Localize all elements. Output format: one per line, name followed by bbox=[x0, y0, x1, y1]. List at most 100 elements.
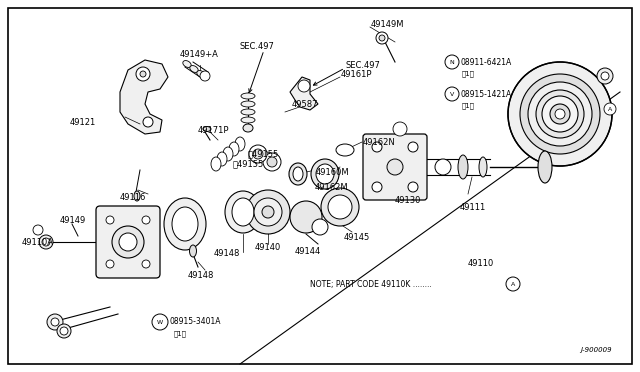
Ellipse shape bbox=[336, 144, 354, 156]
Circle shape bbox=[328, 195, 352, 219]
Ellipse shape bbox=[293, 167, 303, 181]
Circle shape bbox=[119, 233, 137, 251]
Text: V: V bbox=[450, 92, 454, 96]
Circle shape bbox=[39, 235, 53, 249]
Circle shape bbox=[263, 153, 281, 171]
Text: 49161P: 49161P bbox=[341, 70, 372, 78]
Text: 49587: 49587 bbox=[292, 99, 319, 109]
Circle shape bbox=[47, 314, 63, 330]
Text: 49149: 49149 bbox=[60, 215, 86, 224]
Circle shape bbox=[604, 103, 616, 115]
Circle shape bbox=[550, 104, 570, 124]
Ellipse shape bbox=[241, 101, 255, 107]
Text: 49145: 49145 bbox=[344, 232, 371, 241]
Ellipse shape bbox=[190, 65, 198, 73]
Text: 49149+A: 49149+A bbox=[180, 49, 219, 58]
Circle shape bbox=[42, 238, 50, 246]
Ellipse shape bbox=[538, 151, 552, 183]
Ellipse shape bbox=[241, 93, 255, 99]
Circle shape bbox=[33, 225, 43, 235]
Text: 49121: 49121 bbox=[70, 118, 96, 126]
Circle shape bbox=[536, 90, 584, 138]
Text: ⒵49155: ⒵49155 bbox=[233, 160, 264, 169]
Circle shape bbox=[508, 62, 612, 166]
Polygon shape bbox=[290, 77, 318, 110]
Text: 49148: 49148 bbox=[188, 272, 214, 280]
Circle shape bbox=[106, 216, 114, 224]
Text: A: A bbox=[511, 282, 515, 286]
Circle shape bbox=[542, 96, 578, 132]
Circle shape bbox=[312, 219, 328, 235]
Text: 49162M: 49162M bbox=[315, 183, 349, 192]
Ellipse shape bbox=[311, 159, 339, 189]
Circle shape bbox=[298, 80, 310, 92]
Text: （1）: （1） bbox=[462, 103, 475, 109]
Circle shape bbox=[142, 216, 150, 224]
Ellipse shape bbox=[223, 147, 233, 161]
Text: 08915-1421A: 08915-1421A bbox=[461, 90, 512, 99]
Circle shape bbox=[520, 74, 600, 154]
Circle shape bbox=[445, 87, 459, 101]
Ellipse shape bbox=[172, 207, 198, 241]
Circle shape bbox=[601, 72, 609, 80]
Ellipse shape bbox=[235, 137, 245, 151]
Polygon shape bbox=[120, 60, 168, 134]
Text: SEC.497: SEC.497 bbox=[240, 42, 275, 51]
Text: J-900009: J-900009 bbox=[580, 347, 612, 353]
Circle shape bbox=[262, 206, 274, 218]
Ellipse shape bbox=[197, 71, 205, 77]
Circle shape bbox=[555, 109, 565, 119]
Circle shape bbox=[140, 71, 146, 77]
Ellipse shape bbox=[183, 61, 191, 67]
Ellipse shape bbox=[289, 163, 307, 185]
Ellipse shape bbox=[211, 157, 221, 171]
Circle shape bbox=[142, 260, 150, 268]
Text: 49140: 49140 bbox=[255, 244, 281, 253]
Circle shape bbox=[267, 157, 277, 167]
Circle shape bbox=[408, 142, 418, 152]
Text: A: A bbox=[608, 106, 612, 112]
Circle shape bbox=[435, 159, 451, 175]
Circle shape bbox=[408, 182, 418, 192]
Circle shape bbox=[253, 149, 263, 159]
Text: NOTE; PART CODE 49110K ........: NOTE; PART CODE 49110K ........ bbox=[310, 279, 432, 289]
Circle shape bbox=[393, 122, 407, 136]
Circle shape bbox=[387, 159, 403, 175]
Text: 49160M: 49160M bbox=[316, 167, 349, 176]
Ellipse shape bbox=[217, 152, 227, 166]
Ellipse shape bbox=[225, 191, 261, 233]
Text: W: W bbox=[157, 320, 163, 324]
Text: 49116: 49116 bbox=[120, 192, 147, 202]
Circle shape bbox=[60, 327, 68, 335]
FancyBboxPatch shape bbox=[363, 134, 427, 200]
FancyBboxPatch shape bbox=[96, 206, 160, 278]
Circle shape bbox=[112, 226, 144, 258]
Text: 08911-6421A: 08911-6421A bbox=[461, 58, 512, 67]
Circle shape bbox=[376, 32, 388, 44]
Text: 49149M: 49149M bbox=[371, 19, 404, 29]
Ellipse shape bbox=[241, 109, 255, 115]
Circle shape bbox=[143, 117, 153, 127]
Circle shape bbox=[57, 324, 71, 338]
Circle shape bbox=[528, 82, 592, 146]
Ellipse shape bbox=[164, 198, 206, 250]
Text: 49162N: 49162N bbox=[363, 138, 396, 147]
Text: 49144: 49144 bbox=[295, 247, 321, 257]
Circle shape bbox=[445, 55, 459, 69]
Ellipse shape bbox=[229, 142, 239, 156]
Circle shape bbox=[200, 71, 210, 81]
Circle shape bbox=[246, 190, 290, 234]
Ellipse shape bbox=[232, 198, 254, 226]
Text: （1）: （1） bbox=[174, 331, 187, 337]
Circle shape bbox=[379, 35, 385, 41]
Ellipse shape bbox=[316, 164, 334, 184]
Circle shape bbox=[152, 314, 168, 330]
Ellipse shape bbox=[243, 124, 253, 132]
Circle shape bbox=[136, 67, 150, 81]
Ellipse shape bbox=[241, 117, 255, 123]
Circle shape bbox=[249, 145, 267, 163]
Text: 08915-3401A: 08915-3401A bbox=[170, 317, 221, 327]
Circle shape bbox=[372, 142, 382, 152]
Circle shape bbox=[597, 68, 613, 84]
Ellipse shape bbox=[458, 155, 468, 179]
